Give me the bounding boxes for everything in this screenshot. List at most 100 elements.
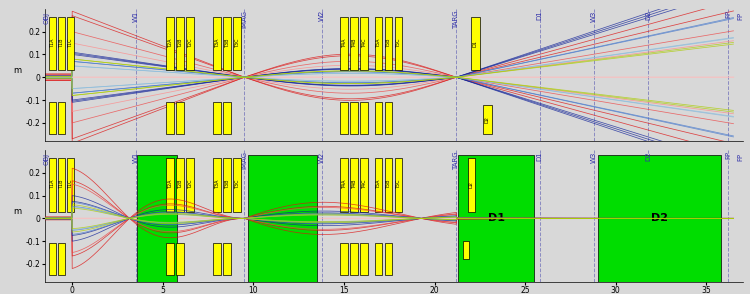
Text: D2: D2 [469,181,474,188]
Text: T3A: T3A [214,180,220,189]
Text: T3C: T3C [235,39,240,48]
Text: T5C: T5C [396,180,401,189]
Bar [137,155,177,282]
Bar [176,243,184,275]
Bar [214,102,221,134]
Text: T4C: T4C [362,180,367,189]
Text: T3B: T3B [225,39,230,48]
Bar [233,17,241,70]
Text: IMAG: IMAG [242,10,248,28]
Bar [224,158,231,211]
Text: T5C: T5C [396,39,401,48]
Text: T4A: T4A [341,180,346,189]
Bar [458,155,534,282]
Text: D2: D2 [645,10,651,20]
Text: D1: D1 [536,10,542,20]
Bar [224,102,231,134]
Bar [67,17,74,70]
Y-axis label: m: m [13,66,22,75]
Text: FP: FP [738,153,744,161]
Bar [233,158,241,211]
Text: D1: D1 [536,151,542,161]
Text: D2: D2 [651,213,668,223]
Bar [350,102,358,134]
Bar [340,17,348,70]
Bar [385,243,392,275]
Bar [360,102,368,134]
Text: T5A: T5A [376,39,381,48]
Bar [166,17,174,70]
Bar [166,158,174,211]
Text: D2: D2 [484,116,490,123]
Bar [214,158,221,211]
Bar [360,243,368,275]
Bar [248,155,316,282]
Bar [360,158,368,211]
Bar [375,158,382,211]
Bar [375,102,382,134]
Text: T5B: T5B [386,180,391,189]
Text: T5B: T5B [386,39,391,48]
Text: W3: W3 [591,151,597,163]
Bar [394,158,402,211]
Text: FP: FP [725,151,731,159]
Text: T2A: T2A [168,39,172,48]
Bar [350,158,358,211]
Bar [67,158,74,211]
Bar [49,243,56,275]
Text: TARG: TARG [453,151,459,170]
Text: T4C: T4C [362,39,367,48]
Text: T3B: T3B [225,180,230,189]
Text: T2C: T2C [188,180,193,189]
Text: W1: W1 [133,10,139,21]
Bar [340,243,348,275]
Bar [385,102,392,134]
Text: D2: D2 [645,151,651,161]
Y-axis label: m: m [13,207,22,216]
Bar [166,243,174,275]
Bar [49,17,56,70]
Text: OBJ: OBJ [44,153,50,166]
Bar [166,102,174,134]
Text: T4A: T4A [341,39,346,48]
Text: T1C: T1C [68,180,73,189]
Bar [176,158,184,211]
Text: T1B: T1B [59,39,64,48]
Bar [394,17,402,70]
Text: W1: W1 [133,151,139,163]
Text: T1A: T1A [50,180,55,189]
Text: T1B: T1B [59,180,64,189]
Bar [350,17,358,70]
Text: T2A: T2A [168,180,172,189]
Text: W2: W2 [320,10,326,21]
Bar [186,17,194,70]
Bar [385,17,392,70]
Text: T3A: T3A [214,39,220,48]
Bar [49,102,56,134]
Bar [468,158,475,211]
Bar [214,243,221,275]
Bar [598,155,721,282]
Bar [350,243,358,275]
Text: T5A: T5A [376,180,381,189]
Text: T2C: T2C [188,39,193,48]
Text: T4B: T4B [352,180,356,189]
Text: T1A: T1A [50,39,55,48]
Bar [463,241,470,259]
Text: D1: D1 [488,213,505,223]
Bar [360,17,368,70]
Text: FP: FP [725,10,731,18]
Bar [340,102,348,134]
Bar [58,17,65,70]
Bar [58,158,65,211]
Text: W2: W2 [320,151,326,163]
Bar [58,243,65,275]
Bar [224,243,231,275]
Text: TARG: TARG [453,10,459,29]
Bar [176,102,184,134]
Text: W3: W3 [591,10,597,21]
Text: T1C: T1C [68,39,73,48]
Text: IMAG: IMAG [242,151,248,169]
Bar [482,105,491,134]
Bar [186,158,194,211]
